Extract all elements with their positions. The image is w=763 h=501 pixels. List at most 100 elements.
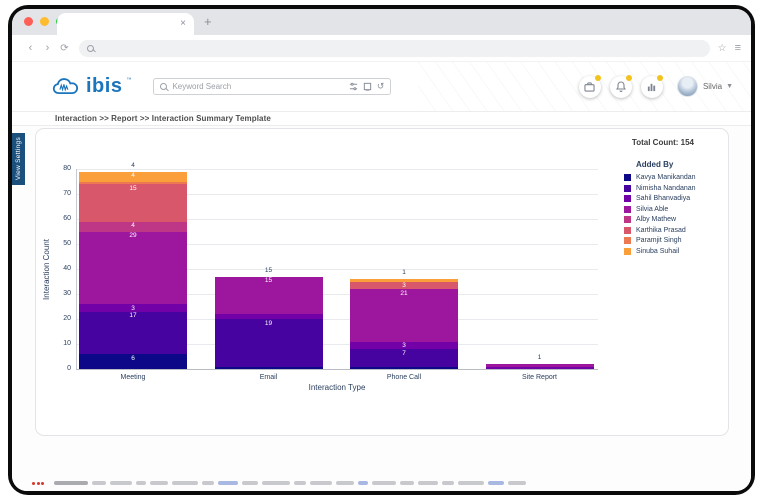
new-tab-button[interactable]: + xyxy=(204,14,212,29)
y-tick-label: 70 xyxy=(63,190,71,197)
tab-strip: × + xyxy=(12,9,751,35)
bar-segment[interactable] xyxy=(350,349,458,367)
view-settings-tab[interactable]: View Settings xyxy=(12,133,25,185)
bookmark-star-icon[interactable]: ☆ xyxy=(717,42,727,54)
logo-text: ibis xyxy=(86,74,123,97)
bar-segment[interactable] xyxy=(214,319,323,367)
gridline xyxy=(76,194,598,195)
y-tick-label: 20 xyxy=(63,315,71,322)
legend-item[interactable]: Kavya Manikandan xyxy=(624,174,726,181)
close-tab-icon[interactable]: × xyxy=(180,18,186,29)
bar-segment-value: 3 xyxy=(402,342,406,349)
footer-text-segment xyxy=(310,481,332,485)
notifications-button[interactable] xyxy=(609,74,632,98)
notification-dot xyxy=(594,74,601,81)
close-window-button[interactable] xyxy=(24,17,33,26)
keyword-search-box[interactable]: ↺ xyxy=(153,78,392,95)
legend-swatch-icon xyxy=(624,205,631,213)
x-axis-title: Interaction Type xyxy=(308,383,366,392)
ibis-logo[interactable]: ibis ™ xyxy=(52,76,131,98)
bar-segment[interactable] xyxy=(79,171,187,182)
bar-segment[interactable] xyxy=(79,181,187,184)
legend-name: Alby Mathew xyxy=(636,216,677,223)
bar-chart-icon xyxy=(648,83,656,91)
y-axis-line xyxy=(76,169,77,369)
bar-segment[interactable] xyxy=(79,184,187,222)
reload-icon[interactable]: ⟳ xyxy=(60,42,69,54)
bar-segment[interactable] xyxy=(485,366,594,369)
bar-segment[interactable] xyxy=(214,276,323,314)
bar-segment-value: 21 xyxy=(400,289,408,297)
x-axis-line xyxy=(76,369,598,370)
reset-search-icon[interactable]: ↺ xyxy=(376,81,385,91)
legend-item[interactable]: Nimisha Nandanan xyxy=(624,184,726,192)
workbasket-button[interactable] xyxy=(578,74,601,98)
legend-item[interactable]: Karthika Prasad xyxy=(624,226,726,234)
footer-text-segment xyxy=(488,481,504,485)
gridline xyxy=(76,169,598,170)
x-tick-label: Phone Call xyxy=(386,374,422,381)
y-tick-label: 80 xyxy=(63,165,71,172)
legend-item[interactable]: Paramjit Singh xyxy=(624,237,726,244)
bar-segment[interactable] xyxy=(79,231,187,304)
legend-name: Kavya Manikandan xyxy=(636,174,696,181)
browser-tab[interactable]: × xyxy=(57,13,194,35)
legend-name: Paramjit Singh xyxy=(636,237,682,244)
legend-swatch-icon xyxy=(624,174,631,181)
footer-text-segment xyxy=(508,481,526,485)
gridline xyxy=(76,219,598,220)
bar-top-value: 4 xyxy=(131,161,135,169)
legend-item[interactable]: Sahil Bhanvadiya xyxy=(624,195,726,202)
avatar xyxy=(676,76,698,97)
bar-top-value: 1 xyxy=(537,354,542,361)
bar-segment[interactable] xyxy=(350,289,458,342)
legend-item[interactable]: Silvia Able xyxy=(624,205,726,213)
address-bar[interactable] xyxy=(79,39,710,57)
bar-segment[interactable] xyxy=(350,341,458,349)
bar-segment[interactable] xyxy=(350,281,458,289)
gridline xyxy=(76,344,598,345)
bar-segment[interactable] xyxy=(79,354,187,369)
gridline xyxy=(76,244,598,245)
footer-text-segment xyxy=(458,481,484,485)
footer-text-segment xyxy=(262,481,290,485)
footer-text-segment xyxy=(202,481,214,485)
saved-search-icon[interactable] xyxy=(363,82,372,91)
footer-text-segment xyxy=(136,481,146,485)
legend-item[interactable]: Alby Mathew xyxy=(624,216,726,223)
gridline xyxy=(76,269,598,270)
view-settings-label: View Settings xyxy=(15,137,22,181)
bar-segment[interactable] xyxy=(214,366,323,369)
back-icon[interactable]: ‹ xyxy=(28,42,33,54)
minimize-window-button[interactable] xyxy=(40,17,49,26)
bar-segment-value: 15 xyxy=(129,184,137,192)
bar-segment[interactable] xyxy=(350,279,458,282)
footer-text-segment xyxy=(294,481,306,485)
reports-button[interactable] xyxy=(640,74,663,98)
bar-segment[interactable] xyxy=(350,366,458,369)
footer-fine-print xyxy=(32,477,737,489)
bar-segment[interactable] xyxy=(214,314,323,319)
browser-menu-icon[interactable]: ≡ xyxy=(734,42,741,54)
filter-sliders-icon[interactable] xyxy=(349,82,358,91)
bar-top-value: 15 xyxy=(264,266,273,274)
footer-text-segment xyxy=(54,481,88,485)
breadcrumb[interactable]: Interaction >> Report >> Interaction Sum… xyxy=(55,113,271,123)
legend-swatch-icon xyxy=(624,226,631,234)
legend-item[interactable]: Sinuba Suhail xyxy=(624,247,726,255)
bar-segment[interactable] xyxy=(79,311,187,354)
forward-icon[interactable]: › xyxy=(45,42,50,54)
bar-segment[interactable] xyxy=(485,364,594,367)
bar-segment[interactable] xyxy=(79,304,187,312)
user-menu[interactable]: Silvia ▼ xyxy=(676,76,733,97)
x-tick-label: Email xyxy=(259,374,278,381)
app-header: ibis ™ ↺ xyxy=(12,62,751,111)
footer-text-segment xyxy=(242,481,258,485)
legend-title: Added By xyxy=(636,160,674,169)
bar-segment-value: 19 xyxy=(264,319,273,327)
bar-segment[interactable] xyxy=(79,221,187,232)
y-tick-label: 0 xyxy=(67,365,71,372)
keyword-search-input[interactable] xyxy=(172,82,349,91)
legend-name: Sahil Bhanvadiya xyxy=(636,195,691,202)
gridline xyxy=(76,294,598,295)
